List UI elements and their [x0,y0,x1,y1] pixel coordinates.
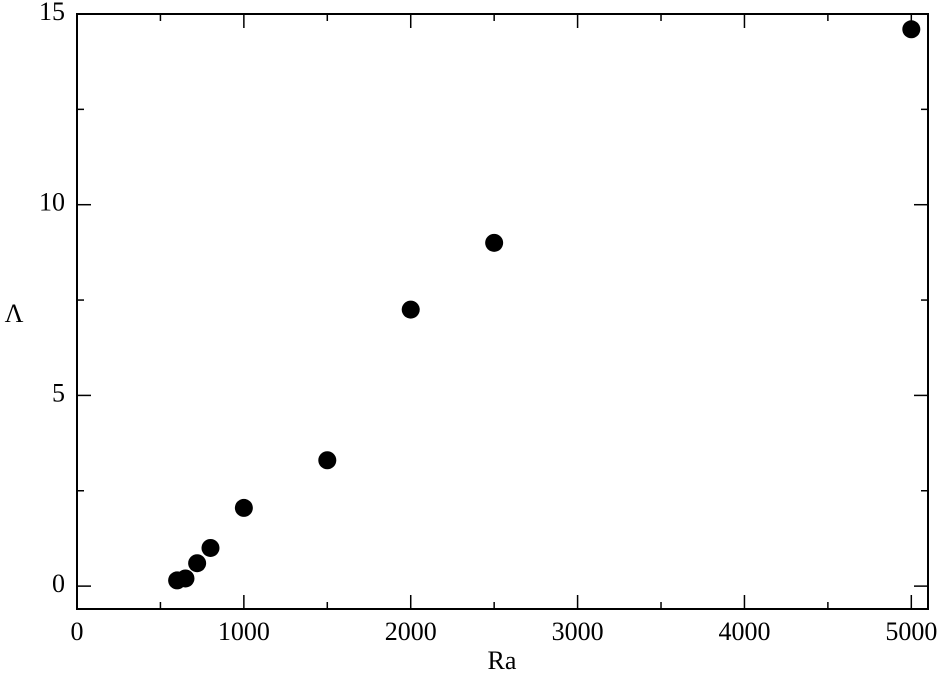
x-tick-label: 3000 [552,617,604,646]
point [902,20,921,39]
y-tick-label: 5 [52,378,65,407]
point [176,569,195,588]
y-axis-label: Λ [5,299,24,328]
point [401,300,420,319]
x-tick-label: 4000 [718,617,770,646]
x-tick-label: 1000 [218,617,270,646]
x-tick-label: 0 [71,617,84,646]
y-tick-label: 10 [39,188,65,217]
point [201,538,220,557]
plot-frame [76,13,929,610]
point [318,451,337,470]
y-tick-label: 0 [52,569,65,598]
x-axis-label: Ra [488,646,517,675]
y-tick-label: 15 [39,0,65,26]
point [188,554,207,573]
x-tick-label: 5000 [885,617,937,646]
x-tick-label: 2000 [385,617,437,646]
point [485,233,504,252]
point [234,498,253,517]
